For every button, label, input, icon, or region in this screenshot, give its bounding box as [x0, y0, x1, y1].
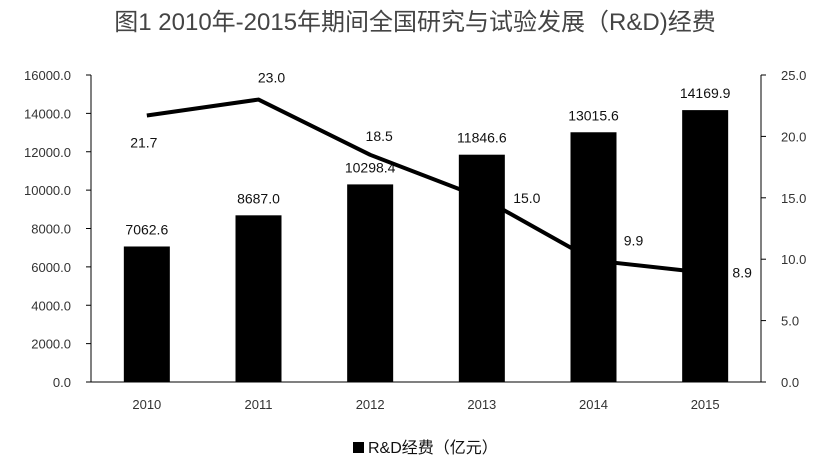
line-label: 9.9 [624, 232, 644, 248]
bar [235, 215, 282, 382]
left-tick-label: 12000.0 [24, 145, 71, 160]
left-tick-label: 10000.0 [24, 183, 71, 198]
right-tick-label: 10.0 [781, 252, 806, 267]
line-series [146, 97, 706, 275]
bar-label: 8687.0 [237, 190, 280, 206]
x-tick-label: 2013 [467, 397, 496, 412]
bar-label: 14169.9 [680, 85, 731, 101]
line-label: 18.5 [366, 128, 393, 144]
left-tick-label: 14000.0 [24, 106, 71, 121]
line-label: 15.0 [513, 190, 540, 206]
x-tick-label: 2014 [579, 397, 608, 412]
line-label: 23.0 [258, 70, 285, 86]
bar [347, 184, 394, 382]
x-tick-label: 2012 [356, 397, 385, 412]
right-tick-label: 5.0 [781, 314, 799, 329]
chart-title: 图1 2010年-2015年期间全国研究与试验发展（R&D)经费 [114, 9, 715, 36]
line-label: 8.9 [732, 265, 752, 281]
bar [682, 110, 729, 382]
left-tick-label: 6000.0 [31, 260, 71, 275]
legend-label: R&D经费（亿元） [368, 439, 498, 457]
right-tick-label: 15.0 [781, 191, 806, 206]
right-tick-label: 25.0 [781, 68, 806, 83]
bar-label: 13015.6 [568, 107, 619, 123]
bar-label: 11846.6 [457, 130, 507, 146]
left-tick-label: 16000.0 [24, 68, 71, 83]
left-tick-label: 8000.0 [31, 222, 71, 237]
x-tick-label: 2011 [245, 397, 273, 412]
bar [570, 132, 617, 382]
x-tick-label: 2010 [132, 397, 161, 412]
line-label: 21.7 [130, 135, 157, 151]
left-tick-label: 4000.0 [31, 298, 71, 313]
left-tick-label: 2000.0 [31, 337, 71, 352]
bar [458, 154, 505, 382]
x-tick-label: 2015 [691, 397, 720, 412]
bar-label: 10298.4 [345, 159, 396, 175]
legend: R&D经费（亿元） [353, 439, 498, 457]
bar-label: 7062.6 [125, 221, 168, 237]
right-tick-label: 0.0 [781, 375, 799, 390]
bar [123, 246, 170, 382]
left-tick-label: 0.0 [53, 375, 71, 390]
right-tick-label: 20.0 [781, 129, 806, 144]
legend-swatch [353, 442, 364, 453]
